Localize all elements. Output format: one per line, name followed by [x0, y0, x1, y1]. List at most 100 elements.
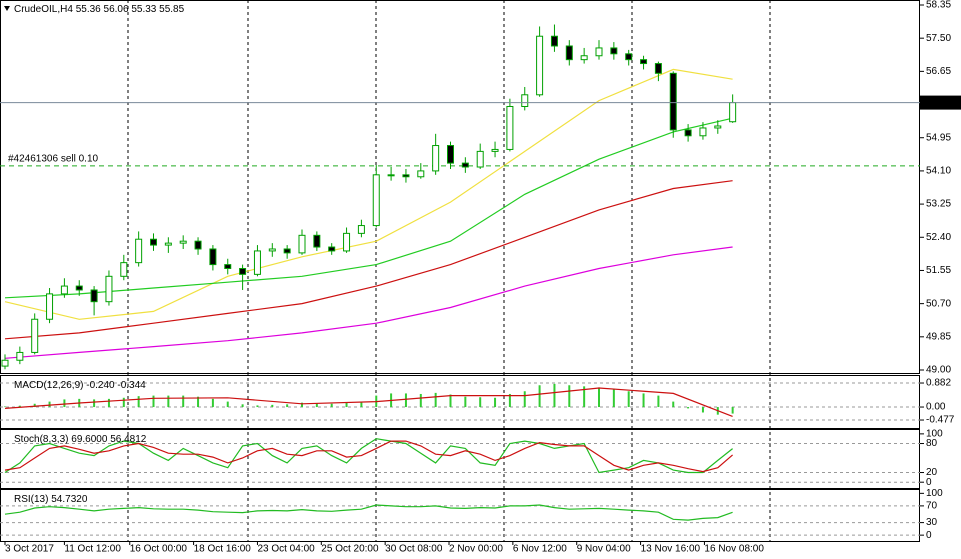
candle-body [283, 248, 291, 254]
candle-body [610, 47, 618, 55]
y-tick-label: 52.40 [926, 232, 951, 243]
title-part: 54.7320 [51, 494, 88, 505]
candle-body [224, 264, 232, 270]
candle-body [31, 318, 39, 353]
candle-body [343, 232, 351, 252]
candle-body [669, 72, 677, 131]
indicator-line [4, 440, 733, 473]
candle-body [313, 234, 321, 248]
y-tick-label: 0 [926, 530, 932, 541]
y-tick-label: 54.10 [926, 166, 951, 177]
title-part: 69.6000 [71, 434, 108, 445]
candle-body [328, 246, 336, 252]
x-tick-label: 13 Nov 16:00 [641, 544, 701, 555]
candle-body [1, 359, 9, 367]
panel-title: MACD(12,26,9) -0.240 -0.344 [14, 380, 146, 391]
y-tick-label: 0.882 [926, 378, 951, 389]
moving-average [4, 117, 733, 299]
panel-frame [0, 429, 920, 489]
candle-body [729, 102, 737, 123]
y-tick-label: -0.477 [926, 415, 955, 426]
y-tick-label: 49.00 [926, 365, 951, 376]
y-tick-label: 54.95 [926, 132, 951, 143]
candle-body [580, 55, 588, 61]
y-tick-label: 70 [926, 501, 938, 512]
candle-body [179, 240, 187, 244]
y-tick-label: 80 [926, 438, 938, 449]
candle-body [476, 150, 484, 168]
y-tick-label: 53.25 [926, 199, 951, 210]
vertical-grid [127, 0, 771, 541]
candle-body [16, 351, 24, 361]
panel-title: CrudeOIL,H4 55.36 56.06 55.33 55.85 [14, 4, 185, 15]
x-tick-label: 2 Nov 00:00 [449, 544, 503, 555]
panel-title: RSI(13) 54.7320 [14, 494, 88, 505]
x-tick-label: 9 Nov 04:00 [577, 544, 631, 555]
price-label: 55.85 [926, 97, 951, 108]
y-tick-label: 0.00 [926, 402, 946, 413]
title-part: MACD(12,26,9) [14, 380, 83, 391]
x-tick-label: 25 Oct 20:00 [321, 544, 379, 555]
x-tick-label: 6 Nov 12:00 [513, 544, 567, 555]
candle-body [164, 242, 172, 246]
moving-average [4, 68, 733, 320]
price-box [920, 95, 961, 110]
x-tick-label: 16 Oct 00:00 [130, 544, 188, 555]
candle-body [432, 145, 440, 172]
y-tick-label: 100 [926, 488, 943, 499]
panel-title: Stoch(8,3,3) 69.6000 56.4812 [14, 434, 147, 445]
candle-body [625, 53, 633, 61]
title-part: CrudeOIL,H4 [14, 4, 73, 15]
title-part: -0.344 [117, 380, 146, 391]
x-tick-label: 30 Oct 08:00 [385, 544, 443, 555]
indicator-line [4, 504, 733, 521]
x-tick-label: 18 Oct 16:00 [194, 544, 252, 555]
candle-body [714, 125, 722, 129]
candle-body [372, 174, 380, 227]
y-tick-label: 57.50 [926, 33, 951, 44]
candle-body [506, 105, 514, 150]
panel-frame [0, 489, 920, 542]
title-part: 56.4812 [110, 434, 147, 445]
moving-average [4, 180, 733, 340]
candle-body [90, 289, 98, 303]
x-tick-label: 23 Oct 04:00 [257, 544, 315, 555]
candle-body [447, 145, 454, 164]
candle-body [60, 285, 68, 295]
x-tick-label: 16 Nov 08:00 [704, 544, 764, 555]
candle-body [120, 262, 128, 277]
x-tick-label: 11 Oct 12:00 [64, 544, 121, 555]
candle-body [550, 35, 558, 47]
panel-frame [0, 375, 920, 429]
signal-line [4, 387, 733, 417]
candle-body [357, 225, 365, 234]
y-tick-label: 50.70 [926, 298, 951, 309]
menu-icon[interactable] [4, 6, 10, 11]
candle-body [105, 275, 113, 303]
title-part: 55.33 [131, 4, 156, 15]
candle-body [640, 59, 648, 65]
title-part: -0.240 [86, 380, 115, 391]
frames [0, 0, 920, 542]
candle-body [536, 35, 544, 96]
indicator-line [4, 438, 733, 474]
title-part: Stoch(8,3,3) [14, 434, 68, 445]
candle-body [402, 174, 410, 178]
candle-body [699, 127, 707, 137]
order-label: #42461306 sell 0.10 [8, 153, 99, 164]
title-part: RSI(13) [14, 494, 48, 505]
y-tick-label: 51.55 [926, 265, 951, 276]
candle-body [684, 129, 692, 137]
candle-body [253, 250, 261, 275]
candle-body [209, 248, 217, 266]
y-tick-label: 58.35 [926, 0, 951, 11]
candle-body [75, 285, 83, 291]
y-tick-label: 30 [926, 517, 938, 528]
candle-body [417, 170, 425, 178]
title-part: 56.06 [104, 4, 129, 15]
candle-body [298, 234, 306, 254]
y-tick-label: 20 [926, 467, 938, 478]
candle-body [239, 268, 247, 275]
candle-body [135, 238, 143, 264]
